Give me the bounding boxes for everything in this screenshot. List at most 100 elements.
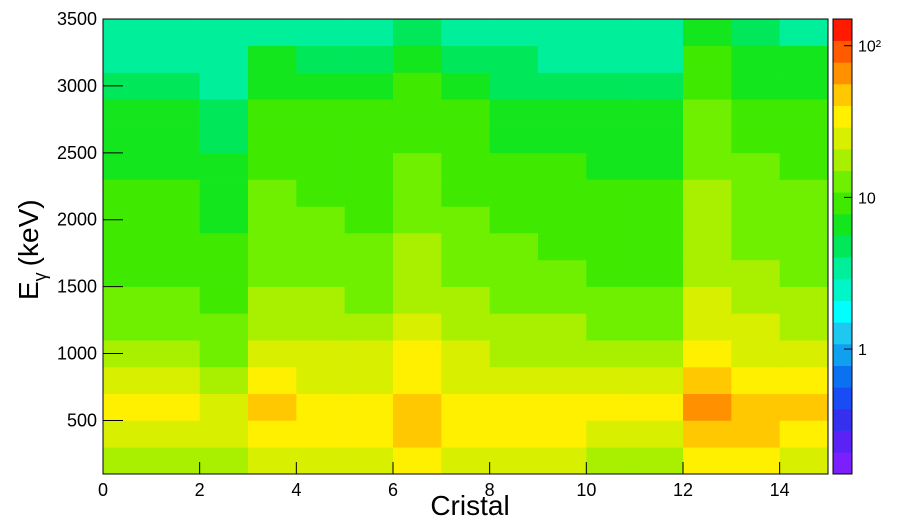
heatmap-cell — [779, 366, 829, 395]
heatmap-cell — [731, 233, 780, 261]
heatmap-cell — [731, 152, 780, 180]
y-axis-title-sub: γ — [30, 272, 50, 281]
colorbar-level — [833, 279, 852, 301]
heatmap-cell — [151, 152, 200, 180]
heatmap-cell — [199, 152, 249, 180]
heatmap-cell — [634, 447, 684, 475]
heatmap-cell — [296, 99, 345, 127]
heatmap-cell — [489, 340, 539, 368]
y-tick-label: 1500 — [57, 277, 97, 297]
heatmap-cell — [683, 313, 732, 341]
heatmap-cell — [538, 313, 587, 341]
colorbar-level — [833, 452, 852, 475]
heatmap-cell — [393, 420, 442, 448]
heatmap-cell — [538, 420, 587, 448]
heatmap-cell — [489, 179, 539, 207]
heatmap-cell — [779, 126, 829, 154]
heatmap-cell — [634, 72, 684, 100]
heatmap-cell — [683, 72, 732, 100]
heatmap-cell — [779, 447, 829, 475]
heatmap-cell — [779, 233, 829, 261]
heatmap-cell — [538, 447, 587, 475]
colorbar-level — [833, 344, 852, 366]
y-tick-label: 1000 — [57, 344, 97, 364]
heatmap-cell — [634, 206, 684, 234]
colorbar-level — [833, 322, 852, 345]
heatmap-cell — [296, 45, 345, 73]
heatmap-cell — [489, 99, 539, 127]
heatmap-cell — [634, 19, 684, 47]
heatmap-cell — [344, 420, 394, 448]
colorbar-level — [833, 387, 852, 410]
y-axis-title: Eγ (keV) — [13, 199, 50, 300]
heatmap-cell — [199, 366, 249, 395]
heatmap-cell — [489, 19, 539, 47]
heatmap-cell — [538, 99, 587, 127]
x-axis-title: Cristal — [430, 490, 509, 521]
heatmap-cell — [296, 206, 345, 234]
heatmap-cell — [779, 313, 829, 341]
heatmap-cell — [248, 19, 297, 47]
heatmap-cell — [586, 206, 635, 234]
heatmap-cell — [779, 45, 829, 73]
heatmap-cell — [344, 19, 394, 47]
heatmap-cell — [344, 152, 394, 180]
heatmap-cell — [296, 179, 345, 207]
heatmap-cell — [103, 420, 152, 448]
heatmap-cell — [441, 45, 490, 73]
heatmap-cell — [393, 72, 442, 100]
heatmap-cell — [296, 313, 345, 341]
colorbar-level — [833, 105, 852, 128]
heatmap-cell — [683, 19, 732, 47]
heatmap-cell — [489, 393, 539, 421]
heatmap-cell — [489, 286, 539, 314]
heatmap-cell — [683, 420, 732, 448]
heatmap-cell — [538, 259, 587, 287]
heatmap-cell — [151, 313, 200, 341]
heatmap-cell — [393, 259, 442, 287]
x-tick-label: 12 — [673, 480, 693, 500]
colorbar-level — [833, 235, 852, 258]
colorbar-level — [833, 84, 852, 106]
heatmap-cell — [489, 72, 539, 100]
heatmap-cell — [731, 206, 780, 234]
heatmap-cell — [731, 72, 780, 100]
heatmap-cell — [296, 340, 345, 368]
heatmap-cell — [731, 99, 780, 127]
heatmap-cell — [489, 259, 539, 287]
heatmap-cell — [441, 233, 490, 261]
heatmap-cell — [586, 19, 635, 47]
heatmap-cell — [683, 179, 732, 207]
heatmap-cell — [586, 286, 635, 314]
heatmap-cell — [441, 259, 490, 287]
heatmap-cell — [634, 233, 684, 261]
heatmap-cell — [296, 233, 345, 261]
heatmap-cell — [634, 259, 684, 287]
heatmap-cell — [296, 366, 345, 395]
heatmap-cell — [151, 179, 200, 207]
heatmap-cell — [296, 259, 345, 287]
heatmap-cell — [441, 447, 490, 475]
heatmap-cell — [683, 45, 732, 73]
heatmap-cell — [683, 152, 732, 180]
colorbar-tick-label: 10² — [858, 39, 882, 56]
heatmap-cell — [683, 447, 732, 475]
y-tick-label: 3000 — [57, 76, 97, 96]
heatmap-cell — [344, 340, 394, 368]
heatmap-cell — [393, 286, 442, 314]
heatmap-cell — [393, 447, 442, 475]
heatmap-cells — [103, 19, 829, 475]
heatmap-cell — [634, 313, 684, 341]
colorbar-level — [833, 257, 852, 280]
heatmap-cell — [103, 313, 152, 341]
y-tick-label: 2000 — [57, 210, 97, 230]
heatmap-cell — [779, 206, 829, 234]
heatmap-cell — [731, 340, 780, 368]
colorbar-level — [833, 127, 852, 150]
heatmap-cell — [393, 45, 442, 73]
y-tick-label: 2500 — [57, 143, 97, 163]
heatmap-cell — [634, 99, 684, 127]
heatmap-cell — [393, 19, 442, 47]
heatmap-cell — [151, 259, 200, 287]
